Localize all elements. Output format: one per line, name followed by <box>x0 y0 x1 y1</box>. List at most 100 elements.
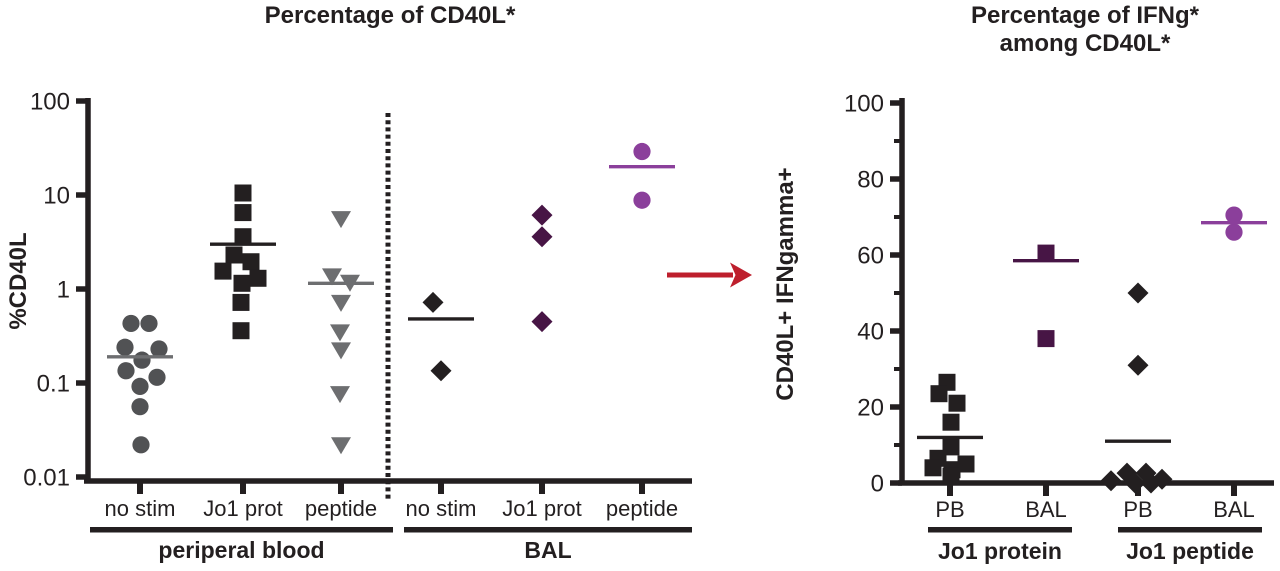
data-point-circle <box>1225 206 1243 224</box>
data-point-circle <box>116 338 134 356</box>
data-point-triangle <box>330 386 350 404</box>
x-group-label: PB <box>935 497 964 522</box>
data-point-diamond <box>531 204 553 226</box>
data-point-triangle <box>331 294 351 312</box>
right-plot: 100 80 60 40 20 0 PB BAL PB BAL Jo1 protein Jo1 pep… <box>844 91 1274 564</box>
y-tick-label: 40 <box>857 319 884 346</box>
right-plot-title-line2: among CD40L* <box>999 30 1171 58</box>
data-point-square <box>942 413 960 431</box>
x-group-label: no stim <box>105 496 176 521</box>
data-point-square <box>942 438 960 456</box>
y-tick-label: 1 <box>57 277 70 304</box>
data-group <box>1100 282 1173 494</box>
data-point-circle <box>131 398 149 416</box>
y-tick-label: 100 <box>30 89 70 116</box>
data-point-square <box>930 385 948 403</box>
data-point-diamond <box>422 291 444 313</box>
data-point-triangle <box>331 342 351 360</box>
data-point-diamond <box>531 311 553 333</box>
y-tick-label: 20 <box>857 395 884 422</box>
data-point-triangle <box>331 211 351 229</box>
data-group <box>531 204 553 333</box>
data-point-circle <box>150 340 168 358</box>
x-group-label: PB <box>1123 497 1152 522</box>
data-point-square <box>957 455 975 473</box>
section-bar <box>1118 527 1262 533</box>
y-tick-label: 60 <box>857 243 884 270</box>
left-y-axis-label: %CD40L <box>5 232 32 330</box>
data-point-circle <box>117 362 135 380</box>
x-group-label: BAL <box>1025 497 1067 522</box>
section-bar <box>404 527 692 533</box>
data-group <box>408 291 474 382</box>
data-group <box>210 184 276 340</box>
section-label: periperal blood <box>158 537 324 563</box>
x-group-label: Jo1 prot <box>502 496 582 521</box>
data-point-square <box>1037 330 1055 348</box>
section-label: Jo1 peptide <box>1126 538 1254 564</box>
x-group-label: no stim <box>406 496 477 521</box>
y-tick-label: 80 <box>857 167 884 194</box>
y-tick-label: 10 <box>43 183 70 210</box>
data-point-square <box>234 184 252 202</box>
data-point-square <box>948 394 966 412</box>
data-point-diamond <box>531 226 553 248</box>
data-point-diamond <box>1151 468 1173 490</box>
data-point-circle <box>133 351 151 369</box>
data-point-circle <box>1225 223 1243 241</box>
section-label: BAL <box>524 537 571 563</box>
red-arrow-head <box>730 262 752 288</box>
data-point-circle <box>132 436 150 454</box>
data-group <box>917 373 983 485</box>
data-point-diamond <box>430 360 452 382</box>
data-group <box>1013 244 1079 348</box>
data-point-square <box>924 459 942 477</box>
y-tick-label: 100 <box>844 91 884 118</box>
data-point-diamond <box>1127 354 1149 376</box>
data-point-circle <box>122 314 140 333</box>
data-group <box>308 211 374 455</box>
data-point-triangle <box>322 268 342 286</box>
data-point-circle <box>131 377 149 396</box>
data-point-square <box>234 228 252 246</box>
section-bar <box>90 527 393 533</box>
red-arrow <box>667 262 752 288</box>
data-point-square <box>249 269 267 287</box>
data-point-square <box>214 262 232 280</box>
right-plot-title-line1: Percentage of IFNg* <box>970 2 1200 29</box>
y-tick-label: 0 <box>871 471 884 498</box>
data-point-square <box>232 293 250 311</box>
y-tick-label: 0.01 <box>23 465 70 492</box>
data-point-triangle <box>331 437 351 455</box>
y-tick-label: 0.1 <box>37 371 70 398</box>
data-point-square <box>942 467 960 485</box>
data-point-circle <box>140 314 158 333</box>
x-group-label: BAL <box>1213 497 1255 522</box>
data-point-circle <box>633 191 651 209</box>
data-group <box>107 314 173 454</box>
data-group <box>1201 206 1267 241</box>
left-plot-title: Percentage of CD40L* <box>264 2 516 29</box>
data-point-square <box>242 253 260 271</box>
section-bar <box>928 527 1072 533</box>
left-plot: 100 10 1 0.1 0.01 no stim Jo1 prot peptide no st… <box>23 89 692 563</box>
x-group-label: Jo1 prot <box>203 496 283 521</box>
data-point-triangle <box>330 324 350 342</box>
data-point-circle <box>633 142 651 161</box>
data-point-circle <box>148 368 166 386</box>
data-point-square <box>232 322 250 340</box>
section-label: Jo1 protein <box>938 538 1062 564</box>
data-point-diamond <box>1127 282 1149 304</box>
data-group <box>609 142 675 209</box>
x-group-label: peptide <box>606 496 678 521</box>
right-y-axis-label: CD40L+ IFNgamma+ <box>772 167 799 401</box>
data-point-square <box>234 204 252 222</box>
data-point-square <box>233 274 251 292</box>
right-plot-title: Percentage of IFNg* among CD40L* <box>885 2 1280 59</box>
x-group-label: peptide <box>305 496 377 521</box>
data-point-square <box>225 246 243 264</box>
data-point-square <box>1037 244 1055 262</box>
data-point-diamond <box>1100 470 1122 492</box>
